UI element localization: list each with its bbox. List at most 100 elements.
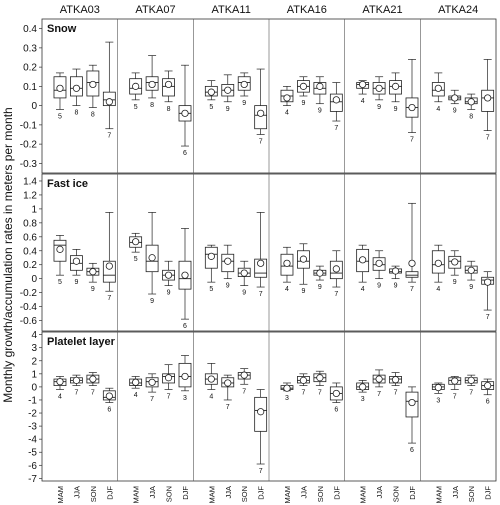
box-atka07-jja: 7 — [145, 373, 159, 403]
box-mean — [316, 269, 324, 277]
y-tick-label: -0.2 — [20, 140, 38, 151]
sample-count-label: 6 — [107, 407, 111, 414]
box-atka07-jja: 8 — [145, 55, 159, 109]
season-tick-label: SON — [316, 486, 325, 502]
box-mean — [359, 383, 367, 391]
box-atka07-mam: 5 — [129, 72, 143, 111]
sample-count-label: 9 — [394, 106, 398, 113]
box-mean — [105, 262, 113, 270]
sample-count-label: 4 — [285, 110, 289, 117]
box-mean — [408, 103, 416, 112]
box-atka16-jja: 9 — [297, 76, 310, 107]
sample-count-label: 7 — [410, 286, 414, 293]
box-atka03-mam: 5 — [53, 72, 67, 120]
box-mean — [359, 80, 367, 89]
box-atka03-son: 7 — [86, 372, 100, 397]
box-mean — [332, 265, 340, 273]
box-mean — [408, 259, 416, 267]
y-tick-label: 0.4 — [23, 24, 37, 35]
sample-count-label: 9 — [469, 284, 473, 291]
station-label: ATKA24 — [438, 4, 478, 16]
sample-count-label: 5 — [134, 256, 138, 263]
box-atka11-son: 9 — [237, 72, 251, 107]
box-atka24-mam: 4 — [431, 244, 445, 293]
sample-count-label: 4 — [436, 106, 440, 113]
box-mean — [451, 377, 459, 385]
y-tick-label: 0 — [31, 382, 37, 393]
y-tick-label: 0.4 — [23, 246, 37, 257]
season-tick-label: DJF — [484, 486, 493, 500]
box-mean — [283, 94, 291, 102]
season-tick-label: JJA — [299, 486, 308, 499]
sample-count-label: 9 — [301, 288, 305, 295]
box-mean — [164, 374, 173, 382]
box-mean — [207, 375, 215, 383]
box-mean — [391, 376, 400, 384]
y-tick-label: 0.8 — [23, 218, 37, 229]
box-atka03-djf: 7 — [102, 212, 116, 302]
box-atka21-jja: 9 — [372, 76, 386, 111]
box-mean — [181, 109, 189, 117]
box-atka21-mam: 4 — [356, 244, 370, 293]
sample-count-label: 8 — [469, 113, 473, 120]
box-atka24-djf: 7 — [481, 59, 495, 142]
sample-count-label: 7 — [150, 396, 154, 403]
season-tick-label: MAM — [434, 486, 443, 504]
box-atka03-mam: 5 — [53, 235, 67, 286]
sample-count-label: 3 — [285, 395, 289, 402]
box-mean — [207, 252, 215, 260]
box-atka03-jja: 8 — [70, 68, 83, 117]
box-atka16-mam: 3 — [280, 382, 294, 402]
box-atka21-djf: 6 — [405, 386, 419, 454]
y-tick-label: -3 — [28, 422, 37, 433]
sample-count-label: 7 — [469, 390, 473, 397]
box-mean — [434, 259, 442, 267]
sample-count-label: 6 — [410, 447, 414, 454]
box-atka11-mam: 5 — [204, 244, 218, 293]
sample-count-label: 9 — [242, 100, 246, 107]
box-mean — [132, 238, 140, 246]
y-tick-label: 1.2 — [23, 190, 37, 201]
box-mean — [89, 375, 97, 383]
sample-count-label: 3 — [436, 397, 440, 404]
box-mean — [56, 378, 64, 386]
box-atka11-son: 9 — [237, 260, 251, 297]
season-tick-label: DJF — [332, 486, 341, 500]
sample-count-label: 7 — [453, 394, 457, 401]
box-iqr — [254, 105, 268, 130]
box-mean — [391, 82, 400, 90]
station-label: ATKA11 — [211, 4, 250, 16]
box-atka24-jja: 9 — [448, 250, 462, 286]
season-tick-label: SON — [240, 486, 249, 502]
box-atka21-son: 7 — [389, 372, 402, 397]
panel-fast-ice: -0.6 -0.4 -0.2 0 0.2 0.4 0.6 0.8 1 1.2 1.4 Fast ice… — [20, 173, 497, 332]
station-label: ATKA21 — [362, 4, 402, 16]
y-tick-label: 0.1 — [23, 82, 37, 93]
sample-count-label: 9 — [453, 108, 457, 115]
station-header-row: ATKA03 ATKA07 ATKA11 ATKA16 ATKA21 ATKA24 — [60, 4, 478, 16]
sample-count-label: 4 — [134, 392, 138, 399]
box-atka03-djf: 7 — [102, 41, 116, 140]
box-atka11-jja: 7 — [221, 374, 235, 411]
y-tick-label: 0.2 — [23, 63, 37, 74]
season-tick-label: DJF — [181, 486, 190, 500]
box-mean — [332, 96, 340, 104]
sample-count-label: 7 — [486, 135, 490, 142]
y-tick-label: 0 — [31, 274, 37, 285]
box-mean — [434, 383, 442, 392]
sample-count-label: 7 — [107, 295, 111, 302]
sample-count-label: 9 — [150, 298, 154, 305]
box-mean — [181, 372, 189, 381]
box-atka16-mam: 4 — [280, 246, 294, 293]
sample-count-label: 4 — [209, 394, 213, 401]
y-tick-label: 1 — [31, 204, 37, 215]
box-mean — [316, 82, 324, 90]
box-atka07-djf: 6 — [178, 64, 192, 157]
sample-count-label: 7 — [74, 390, 78, 397]
season-tick-label: JJA — [375, 486, 384, 499]
season-tick-label: DJF — [408, 486, 417, 500]
season-tick-label: DJF — [105, 486, 114, 500]
y-tick-label: 0 — [31, 101, 37, 112]
sample-count-label: 5 — [209, 104, 213, 111]
